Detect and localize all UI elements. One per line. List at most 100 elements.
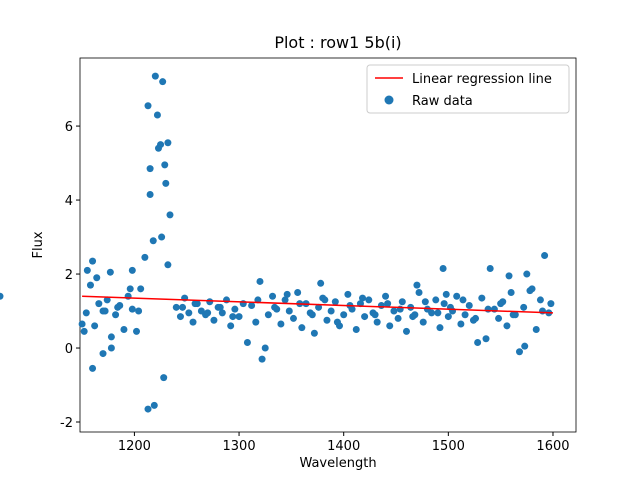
data-point [453, 292, 461, 300]
data-point [277, 320, 285, 328]
data-point [135, 307, 143, 315]
data-point [439, 264, 447, 272]
data-point [0, 292, 4, 300]
data-point [191, 300, 199, 308]
data-point [89, 257, 97, 265]
data-point [436, 324, 444, 332]
data-point [179, 303, 187, 311]
data-point [269, 292, 277, 300]
data-point [107, 333, 115, 341]
legend-label: Linear regression line [412, 72, 552, 87]
data-point [359, 294, 367, 302]
data-point [509, 311, 517, 319]
data-point [503, 322, 511, 330]
x-tick-label: 1400 [327, 439, 360, 454]
data-point [218, 309, 226, 317]
data-point [294, 289, 302, 297]
data-point [256, 277, 264, 285]
data-point [444, 313, 452, 321]
data-point [126, 285, 134, 293]
data-point [432, 296, 440, 304]
data-point [185, 309, 193, 317]
data-point [103, 296, 111, 304]
data-point [252, 318, 260, 326]
data-point [526, 287, 534, 295]
data-point [189, 318, 197, 326]
y-tick-label: 6 [65, 120, 73, 135]
data-point [261, 344, 269, 352]
data-point [394, 314, 402, 322]
data-point [459, 296, 467, 304]
data-point [137, 285, 145, 293]
data-point [497, 300, 505, 308]
data-point [442, 290, 450, 298]
data-point [133, 327, 141, 335]
data-point [547, 300, 555, 308]
data-point [281, 296, 289, 304]
data-point [539, 307, 547, 315]
data-point [428, 309, 436, 317]
data-point [327, 307, 335, 315]
data-point [344, 290, 352, 298]
data-point [440, 300, 448, 308]
data-point [89, 364, 97, 372]
data-point [114, 303, 122, 311]
data-point [321, 296, 329, 304]
data-point [231, 305, 239, 313]
y-axis-label: Flux [31, 231, 46, 258]
x-tick-label: 1300 [223, 439, 256, 454]
data-point [106, 268, 114, 276]
data-point [144, 405, 152, 413]
data-point [515, 348, 523, 356]
data-point [166, 211, 174, 219]
y-tick-label: 0 [65, 342, 73, 357]
data-point [80, 327, 88, 335]
data-point [146, 191, 154, 199]
data-point [398, 298, 406, 306]
data-point [461, 311, 469, 319]
legend-label: Raw data [412, 94, 473, 109]
data-point [144, 102, 152, 110]
data-point [222, 296, 230, 304]
data-point [352, 326, 360, 334]
data-point [128, 305, 136, 313]
data-point [264, 311, 272, 319]
data-point [158, 233, 166, 241]
data-point [495, 314, 503, 322]
data-point [505, 272, 513, 280]
data-point [323, 316, 331, 324]
data-point [482, 335, 490, 343]
data-point [227, 322, 235, 330]
data-point [159, 78, 167, 86]
data-point [93, 274, 101, 282]
data-point [176, 313, 184, 321]
data-point [457, 320, 465, 328]
data-point [162, 179, 170, 187]
data-point [333, 318, 341, 326]
y-tick-label: 4 [65, 194, 73, 209]
data-point [258, 355, 266, 363]
data-point [107, 344, 115, 352]
data-point [507, 289, 515, 297]
data-point [101, 307, 109, 315]
data-point [371, 311, 379, 319]
data-point [419, 318, 427, 326]
data-point [216, 303, 224, 311]
data-point [128, 266, 136, 274]
data-point [91, 322, 99, 330]
data-point [146, 165, 154, 173]
x-tick-label: 1600 [536, 439, 569, 454]
data-point [520, 303, 528, 311]
x-tick-label: 1200 [118, 439, 151, 454]
data-point [315, 303, 323, 311]
x-axis-label: Wavelength [299, 456, 376, 471]
data-point [386, 322, 394, 330]
data-point [160, 374, 168, 382]
data-point [308, 311, 316, 319]
data-point [478, 294, 486, 302]
data-point [172, 303, 180, 311]
data-point [235, 313, 243, 321]
y-tick-label: -2 [60, 416, 73, 431]
data-point [153, 111, 161, 119]
